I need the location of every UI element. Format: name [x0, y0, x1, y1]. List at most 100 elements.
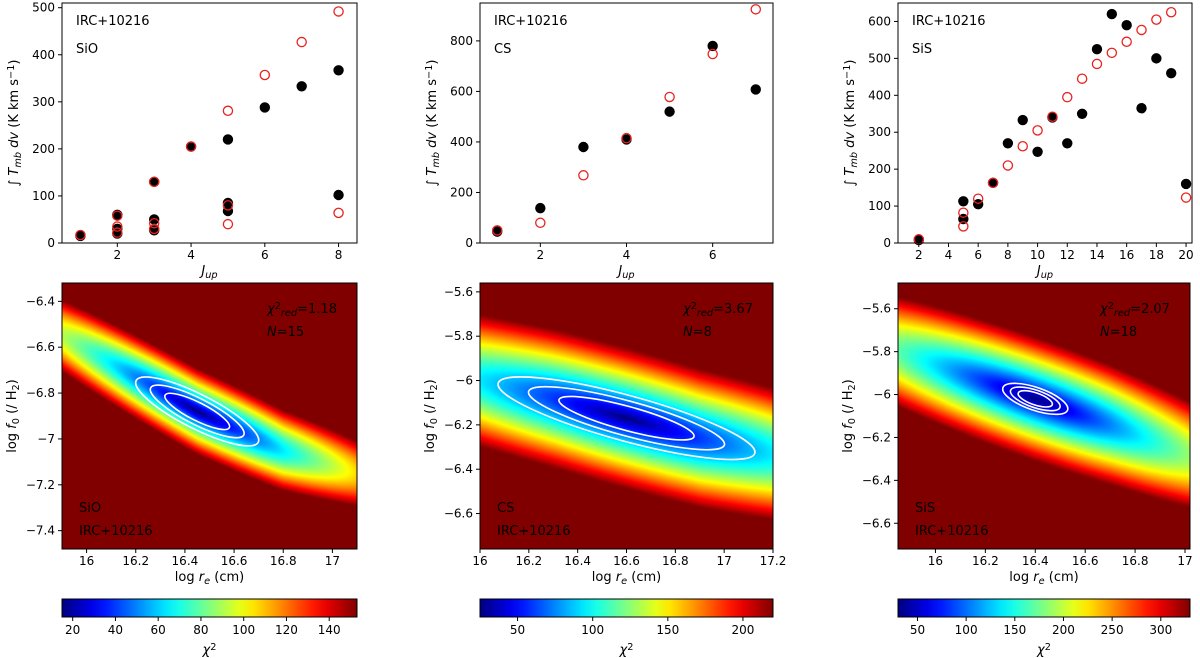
observed-point: [750, 84, 761, 95]
x-tick-label: 2: [915, 248, 923, 262]
y-tick-label: −6.4: [26, 294, 55, 308]
colorbar-tick-label: 200: [731, 623, 754, 637]
model-point: [333, 207, 344, 219]
y-tick-label: −6: [873, 388, 891, 402]
colorbar-gradient: [479, 598, 774, 618]
y-axis-label: log f0 (/ H2): [841, 379, 858, 453]
x-tick-label: 14: [1089, 248, 1104, 262]
observed-point: [972, 199, 984, 210]
axes-frame: [61, 282, 358, 550]
model-point: [958, 207, 969, 218]
y-tick-label: −6.4: [862, 473, 891, 487]
y-tick-label: 0: [883, 236, 891, 250]
colorbar: 50 100 150 200 250 300 χ2: [897, 598, 1191, 658]
x-tick-label: 4: [945, 248, 953, 262]
x-tick-label: 6: [261, 248, 269, 262]
y-tick-label: −6.6: [862, 516, 891, 530]
colorbar-gradient: [61, 598, 358, 618]
model-point: [1180, 192, 1192, 203]
y-tick-label: −5.6: [444, 285, 473, 299]
x-tick-label: 2: [113, 248, 121, 262]
x-axis-label: Jup: [198, 264, 217, 281]
source-label: IRC+10216: [497, 524, 571, 539]
x-tick-label: 16.6: [613, 554, 640, 568]
y-tick-label: 200: [450, 185, 473, 199]
observed-point: [1180, 178, 1192, 190]
n-points-label: N=18: [1100, 325, 1137, 340]
x-tick-label: 16.2: [515, 554, 542, 568]
observed-point: [578, 141, 589, 153]
model-point: [333, 6, 344, 17]
molecule-label: CS: [494, 42, 511, 57]
y-tick-label: −6.4: [444, 462, 473, 476]
chi2-red-label: χ2red=1.18: [266, 301, 337, 319]
confidence-contour: [1017, 389, 1054, 408]
model-point: [148, 217, 160, 229]
observed-point: [1017, 114, 1028, 126]
colorbar-tick-label: 300: [1149, 623, 1172, 637]
x-tick-label: 16.4: [564, 554, 591, 568]
y-tick-label: −5.6: [862, 302, 891, 316]
observed-point: [296, 81, 307, 92]
model-point: [185, 141, 197, 152]
y-tick-label: 300: [32, 95, 55, 109]
y-tick-label: −6.6: [444, 507, 473, 521]
colorbar-label: χ2: [619, 642, 634, 658]
colorbar-tick-label: 250: [1101, 623, 1124, 637]
axes-frame: [897, 282, 1191, 550]
x-tick-label: 16: [472, 554, 487, 568]
x-tick-label: 8: [1004, 248, 1012, 262]
x-axis-label: Jup: [615, 264, 634, 281]
x-tick-label: 18: [1149, 248, 1164, 262]
y-axis-label: log f0 (/ H2): [5, 379, 22, 453]
observed-point: [1091, 43, 1103, 55]
colorbar-tick-label: 140: [318, 623, 341, 637]
molecule-label: SiS: [915, 501, 935, 516]
colorbar-tick-label: 80: [193, 623, 208, 637]
model-point: [664, 91, 675, 103]
x-tick-label: 12: [1060, 248, 1075, 262]
molecule-label: SiS: [912, 42, 932, 57]
source-label: IRC+10216: [79, 524, 153, 539]
x-tick-label: 2: [537, 248, 545, 262]
n-points-label: N=8: [683, 325, 712, 340]
model-point: [112, 221, 123, 232]
source-label: IRC+10216: [76, 14, 150, 29]
y-axis-label: ∫ Tmb dv (K km s−1): [6, 59, 24, 186]
observed-point: [1106, 8, 1118, 20]
y-tick-label: 0: [465, 236, 473, 250]
scatter-panel-cs: 2 4 6 0 200 400 600 800 IRC+10216 CS Jup ∫ Tmb dv (…: [424, 2, 774, 281]
x-tick-label: 16.8: [1122, 554, 1149, 568]
confidence-contour: [164, 392, 231, 431]
y-tick-label: 600: [868, 14, 891, 28]
colorbar-tick-label: 150: [656, 623, 679, 637]
colorbar-tick-label: 100: [581, 623, 604, 637]
source-label: IRC+10216: [912, 14, 986, 29]
observed-point: [1002, 138, 1014, 149]
model-point: [491, 225, 503, 236]
observed-point: [333, 189, 344, 201]
model-point: [1121, 36, 1132, 48]
y-tick-label: 600: [450, 84, 473, 98]
y-tick-label: 500: [32, 1, 55, 15]
axes-frame: [479, 2, 774, 244]
y-tick-label: 800: [450, 34, 473, 48]
molecule-label: SiO: [76, 42, 98, 57]
observed-point: [222, 134, 234, 145]
model-point: [75, 229, 86, 241]
x-tick-label: 17: [325, 554, 340, 568]
observed-point: [1166, 67, 1177, 79]
model-point: [112, 210, 123, 221]
colorbar-tick-label: 20: [65, 623, 80, 637]
n-points-label: N=15: [267, 325, 304, 340]
heatmap-panel-sis: 16 16.2 16.4 16.6 16.8 17 −6.6 −6.4 −6.2 −6 −5.8 −5…: [841, 282, 1193, 658]
y-axis-label: log f0 (/ H2): [423, 379, 440, 453]
x-tick-label: 10: [1030, 248, 1045, 262]
molecule-label: CS: [497, 501, 514, 516]
source-label: IRC+10216: [494, 14, 568, 29]
confidence-contour: [1001, 382, 1069, 416]
chi2-red-label: χ2red=3.67: [682, 301, 753, 319]
model-point: [535, 217, 546, 229]
colorbar-tick-label: 60: [151, 623, 166, 637]
